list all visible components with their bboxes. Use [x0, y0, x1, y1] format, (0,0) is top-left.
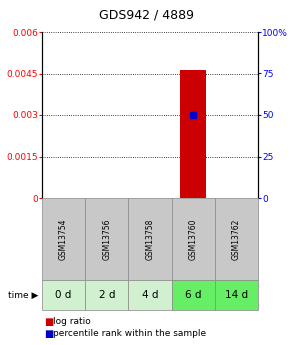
Text: 4 d: 4 d	[142, 290, 158, 300]
Text: GSM13762: GSM13762	[232, 218, 241, 260]
Text: 2 d: 2 d	[98, 290, 115, 300]
Bar	[180, 70, 206, 198]
Text: time ▶: time ▶	[8, 290, 38, 299]
Text: log ratio: log ratio	[53, 317, 91, 326]
Text: GSM13756: GSM13756	[102, 218, 111, 260]
Text: GSM13758: GSM13758	[146, 218, 154, 260]
Text: 14 d: 14 d	[225, 290, 248, 300]
Text: GSM13754: GSM13754	[59, 218, 68, 260]
Text: GDS942 / 4889: GDS942 / 4889	[99, 8, 194, 21]
Text: percentile rank within the sample: percentile rank within the sample	[53, 329, 206, 338]
Text: 0 d: 0 d	[55, 290, 72, 300]
Text: 6 d: 6 d	[185, 290, 202, 300]
Text: GSM13760: GSM13760	[189, 218, 198, 260]
Text: ■: ■	[44, 329, 53, 339]
Text: ■: ■	[44, 317, 53, 327]
